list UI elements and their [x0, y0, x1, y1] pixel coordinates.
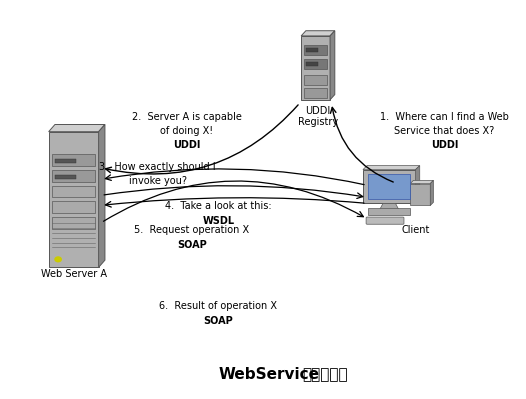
- Polygon shape: [363, 166, 420, 170]
- Text: SOAP: SOAP: [204, 316, 233, 326]
- Bar: [55, 159, 76, 163]
- Bar: [410, 184, 430, 205]
- Bar: [53, 170, 95, 182]
- Bar: [368, 208, 410, 215]
- Polygon shape: [330, 31, 335, 100]
- Bar: [53, 186, 95, 197]
- Polygon shape: [99, 124, 105, 267]
- Text: 2.  Server A is capable: 2. Server A is capable: [132, 112, 241, 122]
- Text: 3.  How exactly should I: 3. How exactly should I: [99, 162, 216, 172]
- Text: Client: Client: [401, 225, 430, 235]
- Bar: [304, 75, 327, 85]
- FancyBboxPatch shape: [366, 217, 404, 224]
- Bar: [301, 36, 330, 100]
- Bar: [55, 175, 76, 179]
- Bar: [368, 174, 410, 199]
- Text: 4.  Take a look at this:: 4. Take a look at this:: [165, 201, 271, 211]
- Text: Service that does X?: Service that does X?: [394, 126, 494, 136]
- Text: SOAP: SOAP: [177, 240, 207, 250]
- Polygon shape: [49, 124, 105, 132]
- Bar: [304, 88, 327, 98]
- Text: Web Server A: Web Server A: [41, 269, 107, 279]
- Bar: [306, 48, 318, 52]
- Bar: [306, 62, 318, 66]
- Bar: [53, 201, 95, 213]
- Polygon shape: [380, 203, 399, 209]
- Circle shape: [55, 257, 61, 262]
- Bar: [53, 154, 95, 166]
- Text: of doing X!: of doing X!: [160, 126, 213, 136]
- Text: 5.  Request operation X: 5. Request operation X: [135, 225, 249, 235]
- Text: 1.  Where can I find a Web: 1. Where can I find a Web: [380, 112, 509, 122]
- Polygon shape: [301, 31, 335, 36]
- Text: UDDI: UDDI: [431, 140, 458, 150]
- Text: UDDI: UDDI: [173, 140, 200, 150]
- Bar: [304, 45, 327, 55]
- Text: invoke you?: invoke you?: [129, 176, 187, 186]
- Polygon shape: [416, 166, 420, 203]
- Bar: [304, 59, 327, 69]
- Text: UDDI
Registry: UDDI Registry: [298, 106, 338, 127]
- Text: 步骤流程图: 步骤流程图: [302, 367, 348, 382]
- Text: WSDL: WSDL: [202, 216, 235, 226]
- Bar: [363, 170, 416, 203]
- Text: 6.  Result of operation X: 6. Result of operation X: [159, 301, 277, 311]
- Text: WebService: WebService: [218, 367, 319, 382]
- Bar: [53, 217, 95, 229]
- Polygon shape: [430, 180, 433, 205]
- Bar: [49, 132, 99, 267]
- Polygon shape: [410, 180, 433, 184]
